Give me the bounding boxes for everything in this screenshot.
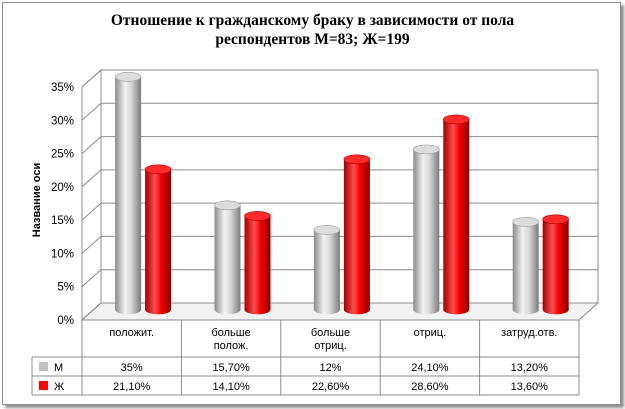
data-label: 24,10% (411, 362, 449, 374)
y-tick-label: 15% (51, 215, 74, 227)
bar-М-3 (313, 225, 341, 315)
y-tick-label: 35% (51, 82, 74, 94)
chart-title-line-1: Отношение к гражданскому браку в зависим… (110, 12, 515, 29)
bar-Ж-2 (244, 211, 271, 315)
legend-label-Ж: Ж (54, 381, 64, 393)
bar-body (343, 159, 370, 315)
data-label: 13,20% (511, 362, 549, 374)
gridline (81, 136, 598, 154)
bar-body (512, 221, 539, 315)
data-label: 12% (319, 362, 341, 374)
side-wall (81, 68, 102, 322)
legend-key-М (39, 362, 48, 371)
bar-top (512, 217, 540, 227)
y-tick-label: 0% (57, 315, 74, 327)
data-label: 28,60% (411, 381, 449, 393)
bar-top (313, 225, 341, 235)
bar-Ж-1 (144, 164, 172, 315)
category-label: затруд.отв. (501, 327, 557, 339)
bar-М-5 (512, 217, 540, 315)
bar-top (542, 214, 570, 225)
bar-М-1 (114, 72, 142, 315)
bar-top (412, 144, 440, 155)
bars (114, 72, 570, 315)
y-axis-ticks: 0% 5% 10% 15% 20% 25% 30% 35% (51, 82, 74, 327)
chart-title-line-2: респондентов М=83; Ж=199 (215, 31, 410, 48)
legend-key-Ж (39, 381, 48, 390)
bar-top (442, 114, 470, 125)
chart-title: Отношение к гражданскому браку в зависим… (0, 11, 625, 49)
bar-body (244, 215, 271, 315)
category-label: больше отриц. (311, 327, 350, 352)
y-axis-label: Название оси (31, 163, 43, 237)
data-label: 35% (121, 362, 143, 374)
y-tick-label: 25% (51, 149, 74, 161)
data-label: 22,60% (312, 381, 350, 393)
bar-Ж-5 (542, 214, 570, 315)
bar-top (244, 211, 271, 221)
data-label: 21,10% (113, 381, 151, 393)
bar-body (214, 205, 241, 315)
bar-body (542, 219, 569, 315)
bar-top (214, 200, 241, 211)
bar-body (115, 76, 142, 315)
bar-body (145, 169, 172, 315)
data-label: 13,60% (511, 381, 549, 393)
bar-top (114, 72, 142, 82)
bar-Ж-4 (442, 114, 470, 315)
category-label: больше полож. (211, 327, 250, 352)
bar-М-4 (412, 144, 440, 315)
y-tick-label: 5% (57, 282, 74, 294)
category-label: отриц. (414, 327, 447, 339)
bar-top (343, 154, 371, 165)
y-tick-label: 20% (51, 182, 74, 194)
gridline (81, 69, 598, 88)
bar-body (313, 229, 340, 315)
bar-body (443, 119, 470, 315)
gridline (81, 102, 598, 121)
data-label: 14,10% (212, 381, 250, 393)
bar-top (144, 164, 172, 175)
bar-М-2 (214, 200, 241, 315)
category-label: положит. (109, 327, 154, 339)
data-table: положит. больше полож. больше отриц. отриц. за… (31, 319, 580, 396)
y-tick-label: 10% (51, 248, 74, 260)
y-tick-label: 30% (51, 115, 74, 127)
bar-body (413, 149, 440, 315)
legend-label-М: М (54, 362, 63, 374)
data-label: 15,70% (212, 362, 250, 374)
bar-Ж-3 (343, 154, 371, 315)
